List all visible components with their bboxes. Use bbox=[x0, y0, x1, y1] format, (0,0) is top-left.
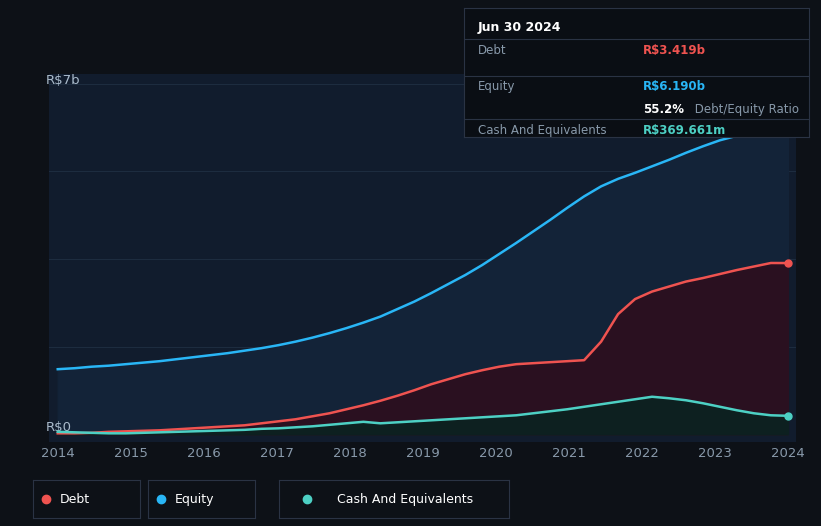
Text: R$369.661m: R$369.661m bbox=[643, 124, 727, 137]
Text: Cash And Equivalents: Cash And Equivalents bbox=[337, 493, 473, 505]
Text: R$3.419b: R$3.419b bbox=[643, 44, 706, 57]
Text: Equity: Equity bbox=[174, 493, 214, 505]
Text: Debt/Equity Ratio: Debt/Equity Ratio bbox=[691, 103, 800, 116]
Text: Equity: Equity bbox=[478, 80, 515, 93]
Text: Debt: Debt bbox=[478, 44, 507, 57]
Text: R$7b: R$7b bbox=[45, 74, 80, 87]
Text: Jun 30 2024: Jun 30 2024 bbox=[478, 21, 562, 34]
Text: Debt: Debt bbox=[60, 493, 89, 505]
Text: R$0: R$0 bbox=[45, 421, 71, 434]
Text: R$6.190b: R$6.190b bbox=[643, 80, 706, 93]
Text: Cash And Equivalents: Cash And Equivalents bbox=[478, 124, 606, 137]
Text: 55.2%: 55.2% bbox=[643, 103, 684, 116]
